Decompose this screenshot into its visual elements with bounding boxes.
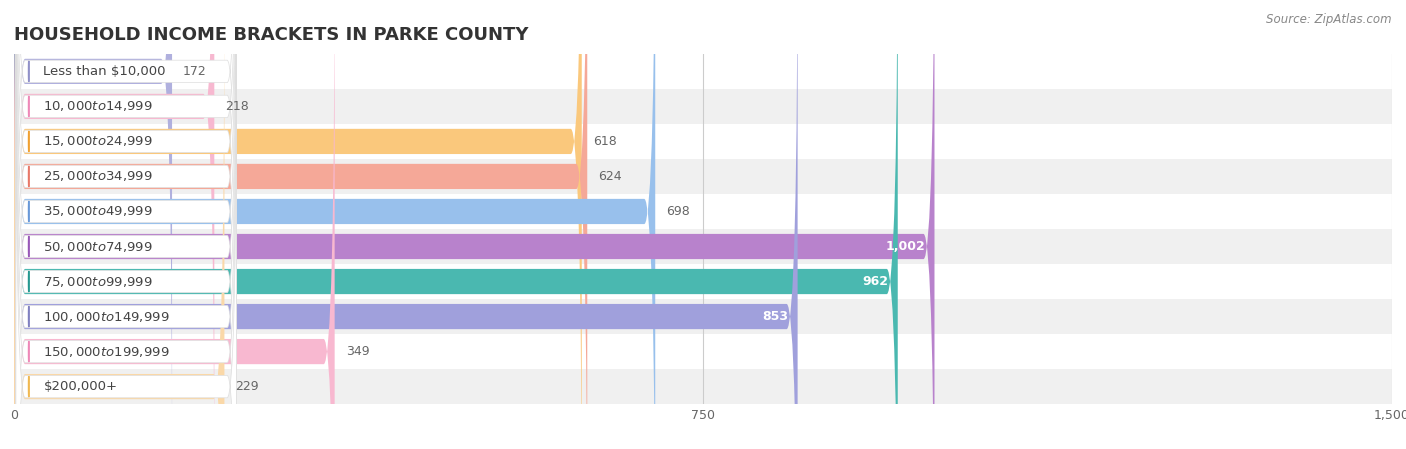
Bar bbox=[14, 334, 1392, 369]
FancyBboxPatch shape bbox=[14, 0, 935, 449]
FancyBboxPatch shape bbox=[14, 0, 898, 449]
Text: $75,000 to $99,999: $75,000 to $99,999 bbox=[44, 274, 153, 289]
Text: 962: 962 bbox=[862, 275, 889, 288]
Text: $100,000 to $149,999: $100,000 to $149,999 bbox=[44, 309, 170, 324]
Text: 853: 853 bbox=[762, 310, 789, 323]
Text: 698: 698 bbox=[666, 205, 690, 218]
FancyBboxPatch shape bbox=[15, 0, 236, 449]
FancyBboxPatch shape bbox=[14, 0, 225, 449]
Text: $200,000+: $200,000+ bbox=[44, 380, 118, 393]
Text: $10,000 to $14,999: $10,000 to $14,999 bbox=[44, 99, 153, 114]
Text: 624: 624 bbox=[599, 170, 621, 183]
Text: Less than $10,000: Less than $10,000 bbox=[44, 65, 166, 78]
FancyBboxPatch shape bbox=[14, 0, 588, 449]
Bar bbox=[14, 124, 1392, 159]
FancyBboxPatch shape bbox=[14, 0, 335, 449]
Bar bbox=[14, 264, 1392, 299]
FancyBboxPatch shape bbox=[15, 0, 236, 449]
Text: 1,002: 1,002 bbox=[886, 240, 925, 253]
Text: 229: 229 bbox=[235, 380, 259, 393]
Text: 218: 218 bbox=[225, 100, 249, 113]
Text: 172: 172 bbox=[183, 65, 207, 78]
Text: $35,000 to $49,999: $35,000 to $49,999 bbox=[44, 204, 153, 219]
Bar bbox=[14, 159, 1392, 194]
FancyBboxPatch shape bbox=[15, 0, 236, 449]
Text: Source: ZipAtlas.com: Source: ZipAtlas.com bbox=[1267, 13, 1392, 26]
Text: $15,000 to $24,999: $15,000 to $24,999 bbox=[44, 134, 153, 149]
FancyBboxPatch shape bbox=[15, 0, 236, 445]
Text: 618: 618 bbox=[593, 135, 616, 148]
Text: $50,000 to $74,999: $50,000 to $74,999 bbox=[44, 239, 153, 254]
FancyBboxPatch shape bbox=[15, 0, 236, 410]
FancyBboxPatch shape bbox=[14, 0, 214, 449]
FancyBboxPatch shape bbox=[14, 0, 797, 449]
Text: $150,000 to $199,999: $150,000 to $199,999 bbox=[44, 344, 170, 359]
FancyBboxPatch shape bbox=[15, 13, 236, 449]
FancyBboxPatch shape bbox=[15, 48, 236, 449]
Bar bbox=[14, 89, 1392, 124]
Bar bbox=[14, 369, 1392, 404]
FancyBboxPatch shape bbox=[14, 0, 655, 449]
Bar bbox=[14, 54, 1392, 89]
Bar bbox=[14, 194, 1392, 229]
Bar bbox=[14, 229, 1392, 264]
FancyBboxPatch shape bbox=[15, 0, 236, 449]
FancyBboxPatch shape bbox=[14, 0, 582, 449]
FancyBboxPatch shape bbox=[14, 0, 172, 449]
FancyBboxPatch shape bbox=[15, 0, 236, 449]
FancyBboxPatch shape bbox=[15, 0, 236, 449]
Text: $25,000 to $34,999: $25,000 to $34,999 bbox=[44, 169, 153, 184]
Text: HOUSEHOLD INCOME BRACKETS IN PARKE COUNTY: HOUSEHOLD INCOME BRACKETS IN PARKE COUNT… bbox=[14, 26, 529, 44]
Bar bbox=[14, 299, 1392, 334]
Text: 349: 349 bbox=[346, 345, 370, 358]
